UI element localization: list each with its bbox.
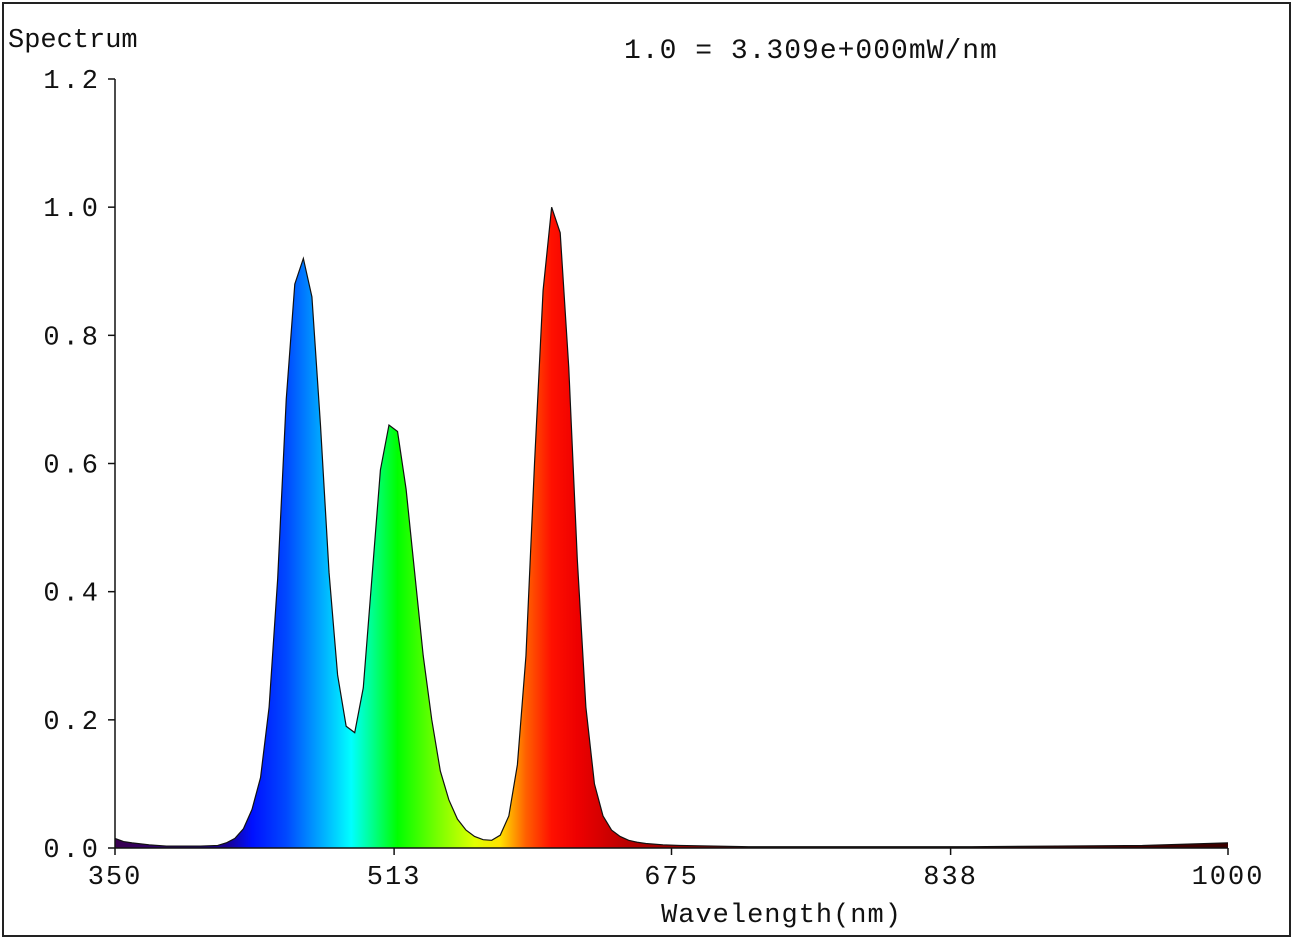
x-tick-label: 675 xyxy=(644,863,699,893)
y-tick-label: 0.4 xyxy=(43,580,101,610)
x-tick-label: 838 xyxy=(923,863,978,893)
x-tick-label: 513 xyxy=(367,863,422,893)
spectrum-line-0 xyxy=(114,206,1229,848)
spectrum-area-0 xyxy=(115,207,1228,849)
y-tick-label: 0.2 xyxy=(43,708,101,738)
scale-annotation: 1.0 = 3.309e+000mW/nm xyxy=(624,36,998,67)
y-tick-label: 0.8 xyxy=(43,323,101,353)
chart-title: Spectrum xyxy=(8,26,138,56)
y-tick-label: 1.0 xyxy=(43,195,101,225)
y-tick-label: 1.2 xyxy=(43,67,101,97)
x-tick-label: 350 xyxy=(88,863,143,893)
y-tick-label: 0.6 xyxy=(43,452,101,482)
x-tick-label: 1000 xyxy=(1192,863,1265,893)
y-tick-label: 0.0 xyxy=(43,836,101,866)
x-axis-label: Wavelength(nm) xyxy=(661,901,902,931)
